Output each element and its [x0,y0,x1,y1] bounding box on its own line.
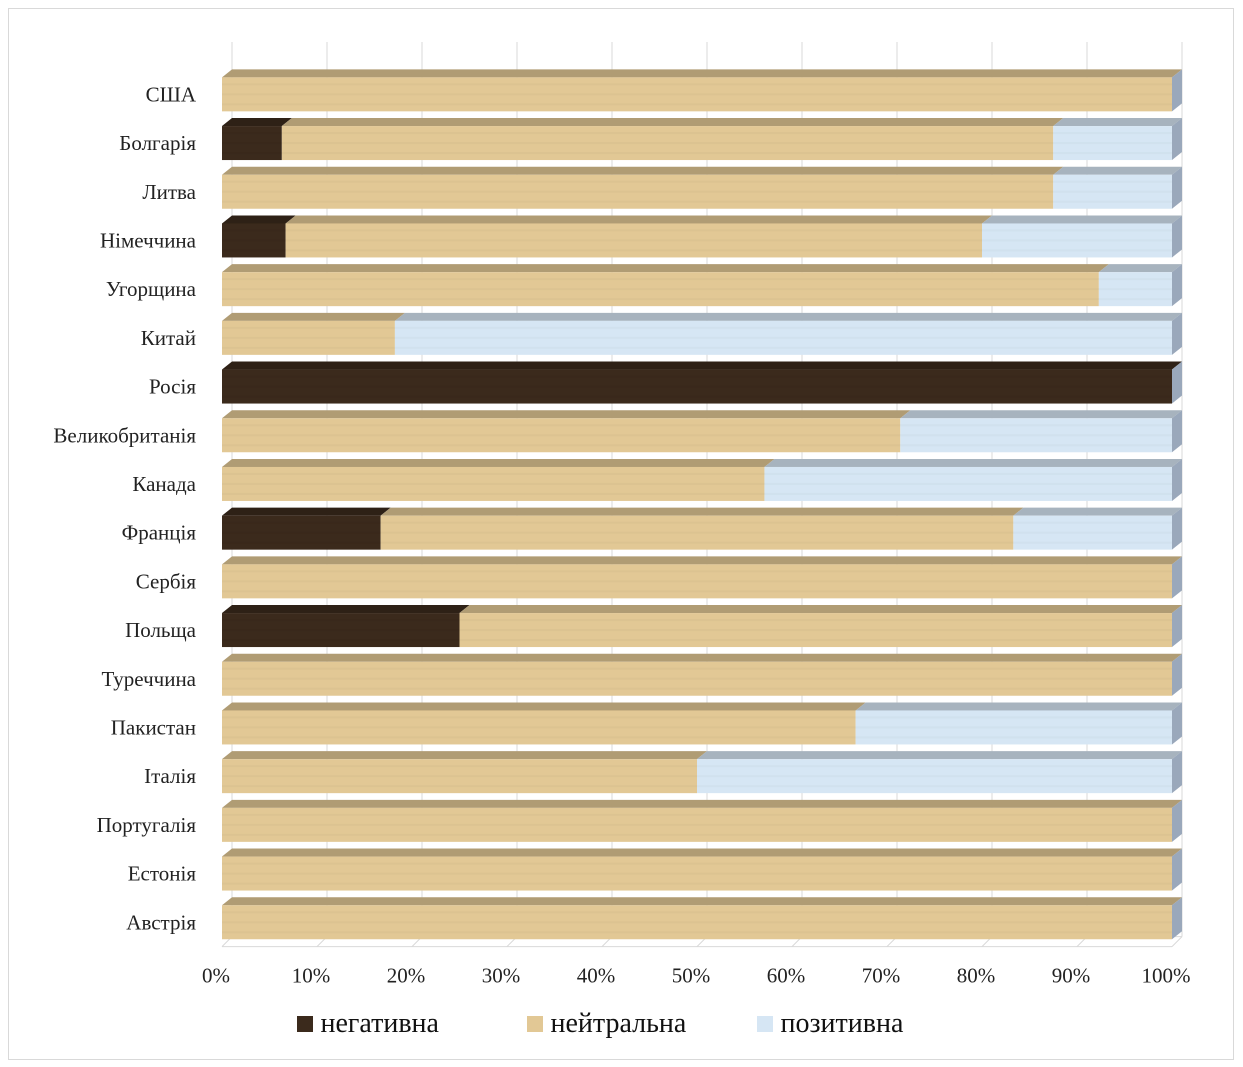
bar-side-face [1172,751,1182,794]
bar-segment-positive [855,702,1182,745]
x-tick-label: 20% [387,964,426,988]
legend: негативна нейтральна позитивна [0,1004,1243,1044]
bar-side-face [1172,507,1182,550]
bar-side-face [1172,118,1182,161]
y-tick-label: Франція [122,521,197,545]
y-tick-label: Австрія [126,910,196,934]
legend-label-negative: негативна [320,1008,439,1039]
y-tick-label: Сербія [136,569,197,593]
y-tick-label: США [146,82,197,106]
x-tick-label: 70% [862,964,901,988]
bar-segment-negative [222,118,292,161]
bar-side-face [1172,215,1182,258]
bar-segment-positive [1013,507,1182,550]
bar-segment-neutral [285,215,992,258]
x-tick-label: 90% [1052,964,1091,988]
bar-side-face [1172,556,1182,599]
y-tick-label: Великобританія [53,423,196,447]
bar-segment-negative [222,605,470,648]
y-tick-label: Туреччина [102,667,197,691]
bar-segment-neutral [222,166,1064,209]
x-tick-labels: 0% 10% 20% 30% 40% 50% 60% 70% 80% 90% 100% [202,964,1191,988]
bar-segment-positive [1053,118,1182,161]
bar-side-face [1172,166,1182,209]
bar-segment-positive [394,312,1182,355]
bar-segment-neutral [222,653,1182,696]
x-tick-label: 30% [482,964,521,988]
bar-segment-neutral [222,312,405,355]
legend-item-positive: позитивна [756,1008,947,1040]
x-tick-label: 0% [202,964,230,988]
x-tick-label: 80% [957,964,996,988]
bar-segment-negative [222,361,1182,404]
bar-side-face [1172,69,1182,112]
bar-segment-positive [982,215,1182,258]
legend-label-positive: позитивна [780,1008,904,1039]
bar-segment-neutral [222,702,866,745]
y-tick-label: Німеччина [100,228,197,252]
bar-segment-negative [222,507,391,550]
y-tick-label: Пакистан [111,715,196,739]
bar-side-face [1172,653,1182,696]
bar-segment-neutral [459,605,1182,648]
bar-side-face [1172,264,1182,307]
bar-segment-neutral [222,458,775,501]
bars [222,69,1182,940]
bar-segment-positive [697,751,1182,794]
bar-segment-neutral [222,69,1182,112]
x-tick-label: 40% [577,964,616,988]
bar-segment-positive [764,458,1182,501]
bar-side-face [1172,605,1182,648]
bar-segment-neutral [222,264,1109,307]
bar-segment-positive [900,410,1182,453]
bar-segment-neutral [222,848,1182,891]
y-tick-label: Канада [132,472,196,496]
x-tick-label: 60% [767,964,806,988]
legend-swatch-positive [756,1016,773,1032]
legend-label-neutral: нейтральна [550,1008,687,1039]
y-tick-label: Китай [141,326,196,350]
bar-side-face [1172,312,1182,355]
legend-swatch-neutral [526,1016,543,1032]
x-tick-label: 100% [1142,964,1191,988]
bar-segment-neutral [222,410,911,453]
legend-item-negative: негативна [296,1008,487,1040]
bar-side-face [1172,410,1182,453]
bar-side-face [1172,458,1182,501]
bar-side-face [1172,848,1182,891]
bar-side-face [1172,702,1182,745]
bar-side-face [1172,897,1182,940]
y-tick-label: Угорщина [106,277,197,301]
bar-segment-neutral [222,751,707,794]
bar-side-face [1172,799,1182,842]
y-tick-label: Португалія [97,813,197,837]
bar-segment-neutral [380,507,1024,550]
y-tick-label: Польща [125,618,197,642]
y-tick-label: Росія [149,375,196,399]
y-tick-label: Болгарія [119,131,196,155]
chart-plot: США Болгарія Литва Німеччина Угорщина Китай Ро… [53,42,1191,988]
bar-segment-neutral [281,118,1064,161]
y-tick-labels: США Болгарія Литва Німеччина Угорщина Китай Ро… [53,82,196,934]
y-tick-label: Литва [142,180,196,204]
y-tick-label: Італія [144,764,196,788]
x-tick-label: 50% [672,964,711,988]
legend-swatch-negative [296,1016,313,1032]
bar-side-face [1172,361,1182,404]
x-tick-label: 10% [292,964,331,988]
bar-segment-positive [1098,264,1182,307]
bar-segment-negative [222,215,296,258]
bar-segment-positive [1053,166,1182,209]
bar-segment-neutral [222,897,1182,940]
grid-line-floor [1171,936,1183,947]
y-tick-label: Естонія [128,862,197,886]
bar-segment-neutral [222,799,1182,842]
legend-item-neutral: нейтральна [526,1008,717,1040]
bar-segment-neutral [222,556,1182,599]
